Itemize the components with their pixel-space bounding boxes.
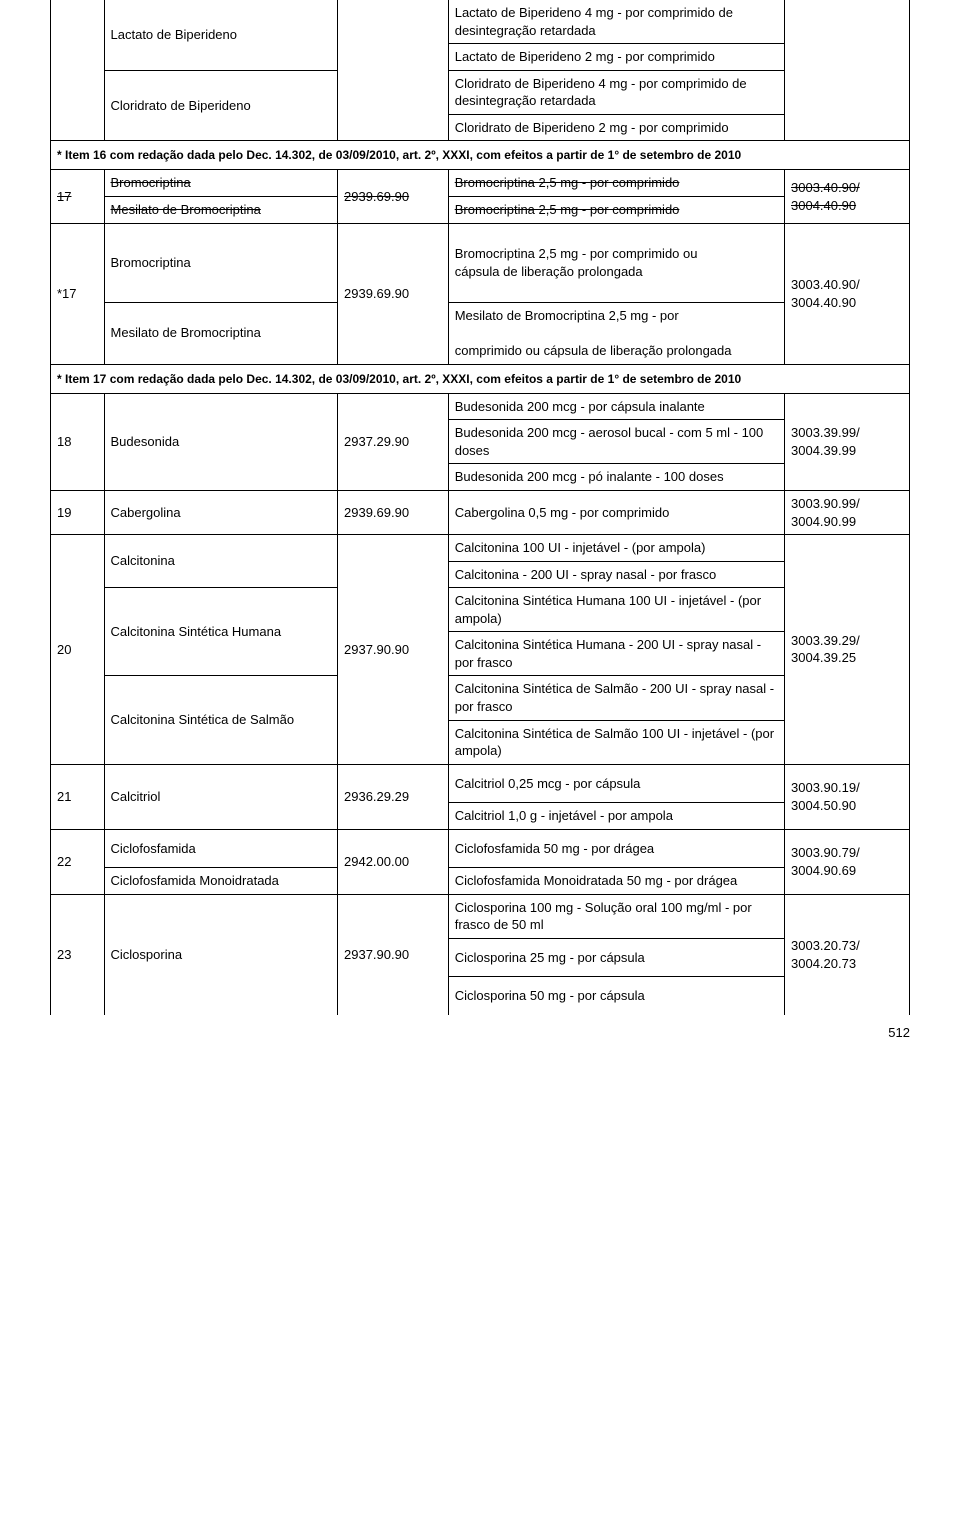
cell-desc: Calcitonina - 200 UI - spray nasal - por…: [448, 561, 784, 588]
cell-code: [338, 0, 449, 141]
cell-num: 20: [51, 535, 105, 764]
cell-name: Cloridrato de Biperideno: [104, 70, 338, 141]
cell-ncm: 3003.40.90/ 3004.40.90: [785, 170, 910, 223]
table-row: Calcitonina Sintética de Salmão Calciton…: [51, 676, 910, 720]
cell-desc: Calcitonina Sintética Humana 100 UI - in…: [448, 588, 784, 632]
cell-desc: Bromocriptina 2,5 mg - por comprimido ou…: [448, 223, 784, 302]
cell-name: Calcitriol: [104, 764, 338, 829]
table-row: Mesilato de Bromocriptina Mesilato de Br…: [51, 302, 910, 328]
cell-desc: Bromocriptina 2,5 mg - por comprimido: [448, 197, 784, 224]
cell-ncm: 3003.90.19/ 3004.50.90: [785, 764, 910, 829]
table-row: 17 Bromocriptina 2939.69.90 Bromocriptin…: [51, 170, 910, 197]
cell-desc: Ciclosporina 100 mg - Solução oral 100 m…: [448, 894, 784, 938]
table-row: 21 Calcitriol 2936.29.29 Calcitriol 0,25…: [51, 764, 910, 803]
cell-name: Budesonida: [104, 393, 338, 490]
cell-desc: Lactato de Biperideno 4 mg - por comprim…: [448, 0, 784, 44]
table-row: Calcitonina Sintética Humana Calcitonina…: [51, 588, 910, 632]
cell-num: *17: [51, 223, 105, 364]
cell-ncm: 3003.20.73/ 3004.20.73: [785, 894, 910, 1015]
cell-code: 2936.29.29: [338, 764, 449, 829]
cell-desc: Budesonida 200 mcg - aerosol bucal - com…: [448, 420, 784, 464]
cell-ncm: [785, 0, 910, 141]
table-row: Lactato de Biperideno Lactato de Biperid…: [51, 0, 910, 44]
cell-desc: Ciclosporina 25 mg - por cápsula: [448, 938, 784, 977]
cell-desc: Ciclosporina 50 mg - por cápsula: [448, 977, 784, 1015]
cell-num: 21: [51, 764, 105, 829]
cell-desc: Bromocriptina 2,5 mg - por comprimido: [448, 170, 784, 197]
cell-code: 2939.69.90: [338, 491, 449, 535]
cell-code: 2937.90.90: [338, 535, 449, 764]
table-row: Mesilato de Bromocriptina Bromocriptina …: [51, 197, 910, 224]
cell-code: 2942.00.00: [338, 829, 449, 894]
cell-code: 2937.90.90: [338, 894, 449, 1015]
cell-num: 19: [51, 491, 105, 535]
cell-desc: Ciclofosfamida 50 mg - por drágea: [448, 829, 784, 868]
cell-num: [51, 0, 105, 141]
table-row: 22 Ciclofosfamida 2942.00.00 Ciclofosfam…: [51, 829, 910, 868]
cell-ncm: 3003.39.99/ 3004.39.99: [785, 393, 910, 490]
table-row: Ciclofosfamida Monoidratada Ciclofosfami…: [51, 868, 910, 895]
cell-num: 18: [51, 393, 105, 490]
cell-name: Bromocriptina: [104, 170, 338, 197]
cell-num: 17: [51, 170, 105, 223]
cell-code: 2937.29.90: [338, 393, 449, 490]
cell-desc: Ciclofosfamida Monoidratada 50 mg - por …: [448, 868, 784, 895]
cell-name: Bromocriptina: [104, 223, 338, 302]
cell-desc: Mesilato de Bromocriptina 2,5 mg - por: [448, 302, 784, 328]
table-row: 19 Cabergolina 2939.69.90 Cabergolina 0,…: [51, 491, 910, 535]
cell-name: Lactato de Biperideno: [104, 0, 338, 70]
cell-ncm: 3003.90.99/ 3004.90.99: [785, 491, 910, 535]
cell-desc: Cabergolina 0,5 mg - por comprimido: [448, 491, 784, 535]
note-text: * Item 17 com redação dada pelo Dec. 14.…: [51, 364, 910, 393]
table-row: 23 Ciclosporina 2937.90.90 Ciclosporina …: [51, 894, 910, 938]
cell-num: 23: [51, 894, 105, 1015]
cell-name: Ciclosporina: [104, 894, 338, 1015]
cell-desc: Budesonida 200 mcg - por cápsula inalant…: [448, 393, 784, 420]
cell-desc: Cloridrato de Biperideno 4 mg - por comp…: [448, 70, 784, 114]
cell-desc: Lactato de Biperideno 2 mg - por comprim…: [448, 44, 784, 71]
cell-ncm: 3003.90.79/ 3004.90.69: [785, 829, 910, 894]
table-row: 18 Budesonida 2937.29.90 Budesonida 200 …: [51, 393, 910, 420]
table-row: 20 Calcitonina 2937.90.90 Calcitonina 10…: [51, 535, 910, 562]
cell-desc: comprimido ou cápsula de liberação prolo…: [448, 328, 784, 364]
cell-ncm: 3003.39.29/ 3004.39.25: [785, 535, 910, 764]
cell-name: Ciclofosfamida: [104, 829, 338, 868]
cell-desc: Calcitonina Sintética de Salmão - 200 UI…: [448, 676, 784, 720]
cell-name: Calcitonina: [104, 535, 338, 588]
note-text: * Item 16 com redação dada pelo Dec. 14.…: [51, 141, 910, 170]
note-row: * Item 16 com redação dada pelo Dec. 14.…: [51, 141, 910, 170]
table-row: *17 Bromocriptina 2939.69.90 Bromocripti…: [51, 223, 910, 302]
cell-ncm: 3003.40.90/ 3004.40.90: [785, 223, 910, 364]
cell-name: Cabergolina: [104, 491, 338, 535]
cell-num: 22: [51, 829, 105, 894]
cell-name: Mesilato de Bromocriptina: [104, 197, 338, 224]
regulation-table: Lactato de Biperideno Lactato de Biperid…: [50, 0, 910, 1015]
cell-name: Mesilato de Bromocriptina: [104, 302, 338, 364]
page-number: 512: [50, 1015, 910, 1060]
cell-desc: Budesonida 200 mcg - pó inalante - 100 d…: [448, 464, 784, 491]
cell-code: 2939.69.90: [338, 170, 449, 223]
cell-desc: Cloridrato de Biperideno 2 mg - por comp…: [448, 114, 784, 141]
cell-name: Calcitonina Sintética Humana: [104, 588, 338, 676]
cell-desc: Calcitriol 0,25 mcg - por cápsula: [448, 764, 784, 803]
cell-desc: Calcitonina 100 UI - injetável - (por am…: [448, 535, 784, 562]
cell-name: Ciclofosfamida Monoidratada: [104, 868, 338, 895]
note-row: * Item 17 com redação dada pelo Dec. 14.…: [51, 364, 910, 393]
cell-desc: Calcitonina Sintética Humana - 200 UI - …: [448, 632, 784, 676]
cell-code: 2939.69.90: [338, 223, 449, 364]
cell-name: Calcitonina Sintética de Salmão: [104, 676, 338, 764]
table-row: Cloridrato de Biperideno Cloridrato de B…: [51, 70, 910, 114]
cell-desc: Calcitonina Sintética de Salmão 100 UI -…: [448, 720, 784, 764]
cell-desc: Calcitriol 1,0 g - injetável - por ampol…: [448, 803, 784, 830]
